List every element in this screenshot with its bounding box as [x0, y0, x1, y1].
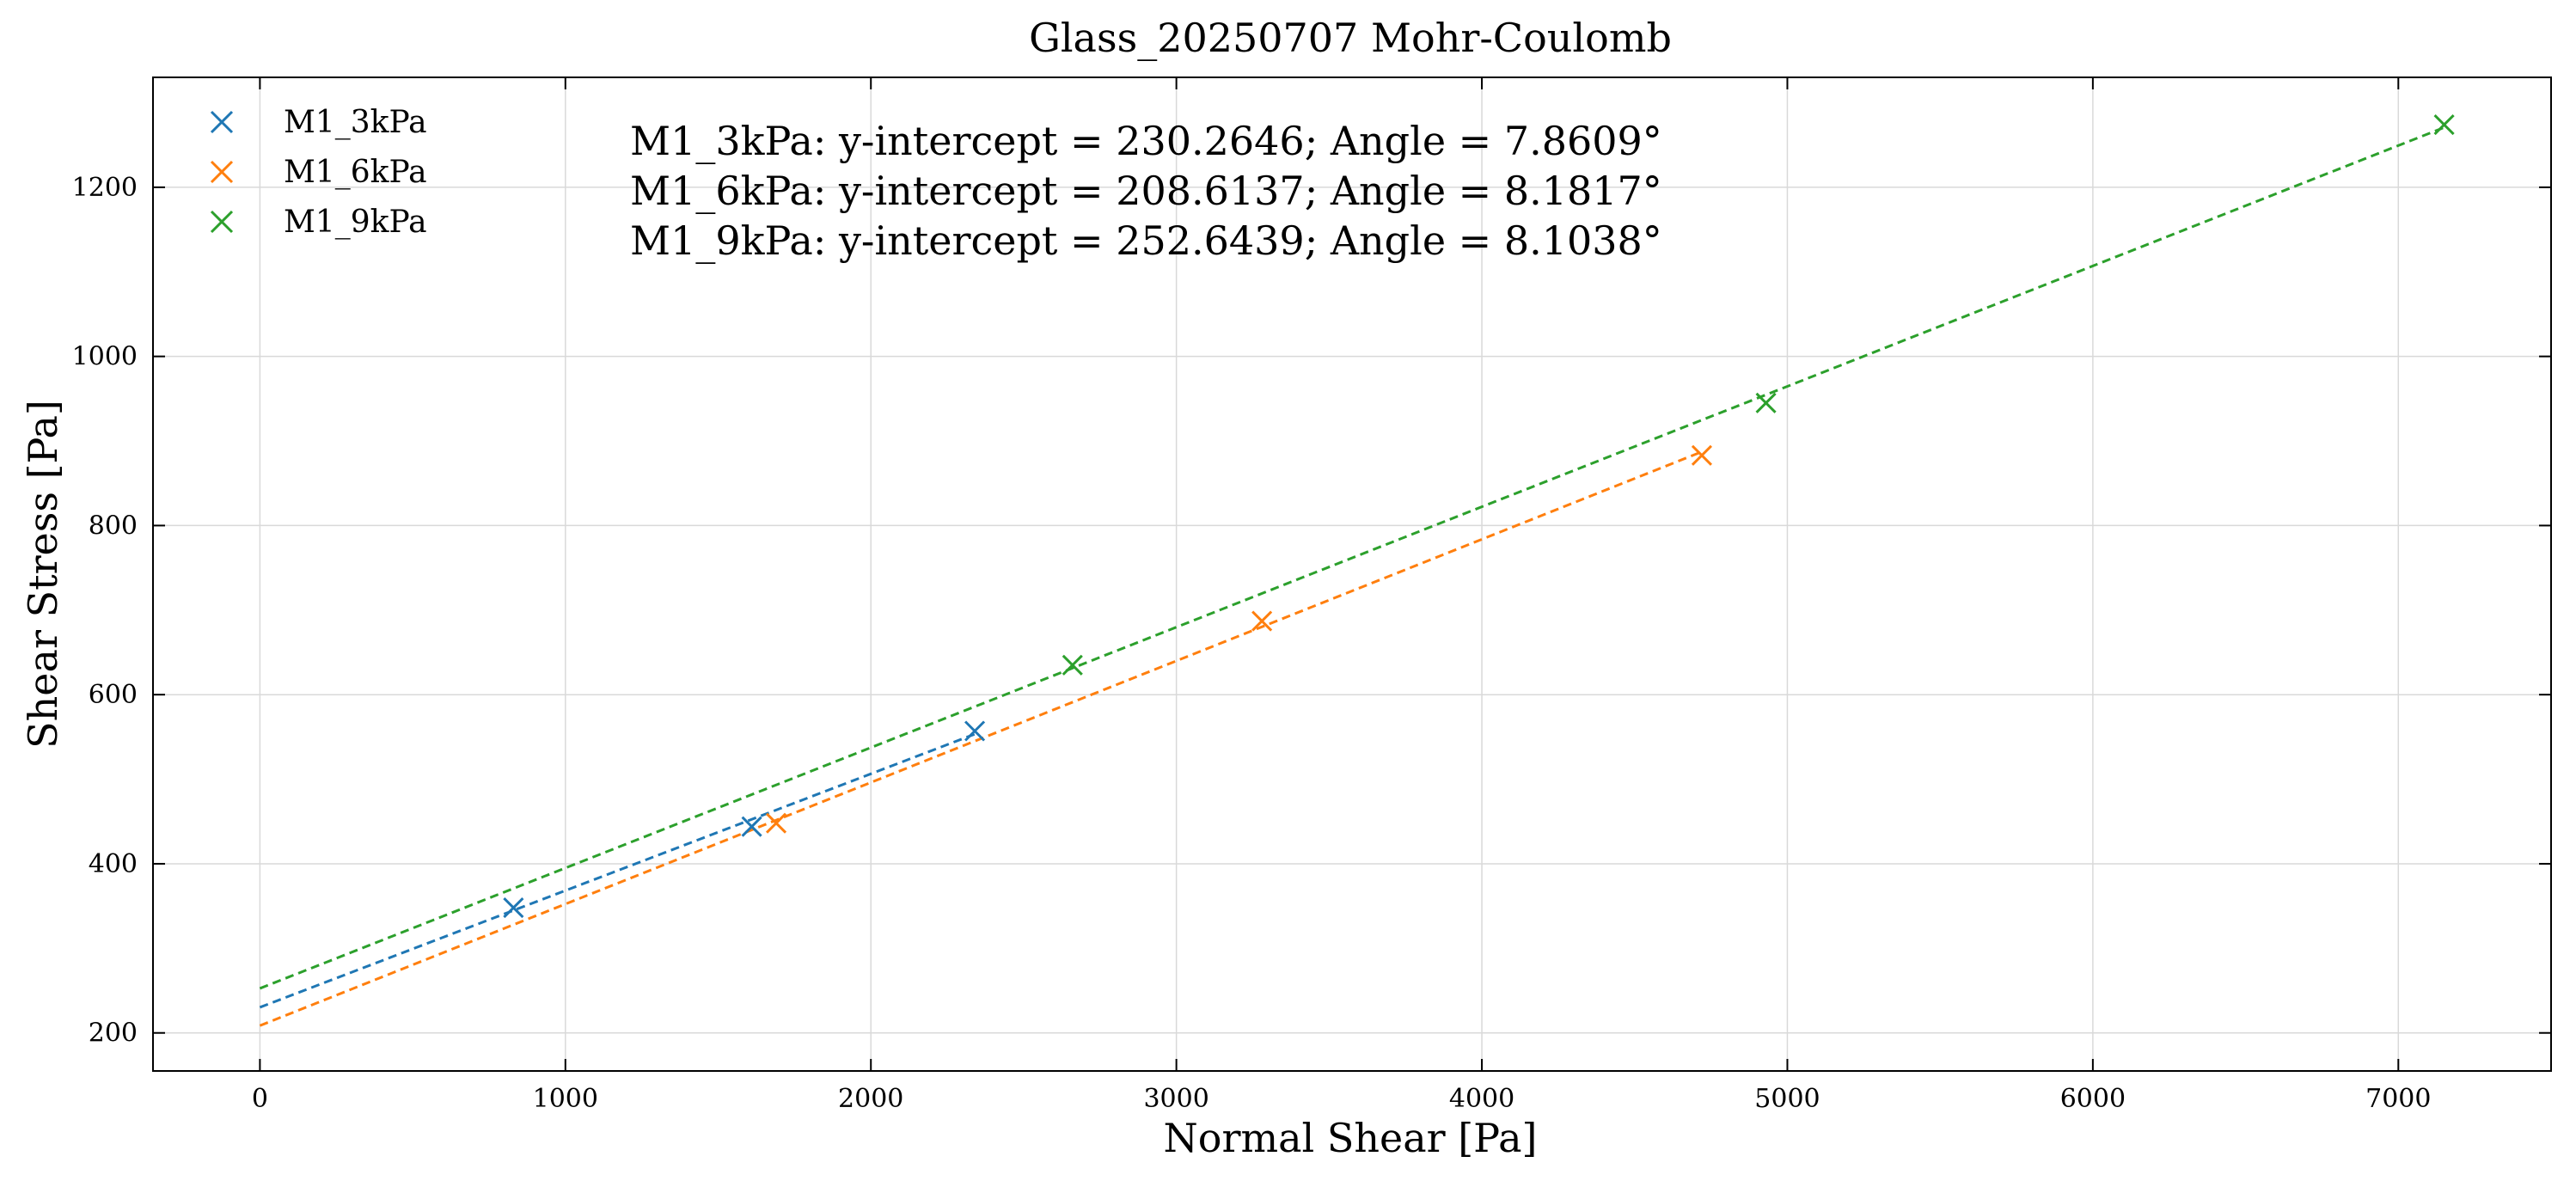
data-point	[2433, 114, 2455, 136]
x-tick-label: 1000	[533, 1084, 598, 1114]
y-tick-label: 800	[89, 511, 138, 541]
tick-labels: 0 1000 2000 3000 4000 5000 6000 7000 200 400 600 80…	[72, 173, 2432, 1114]
fit-line	[259, 125, 2445, 990]
y-tick-label: 400	[89, 849, 138, 879]
annotation-line: M1_3kPa: y-intercept = 230.2646; Angle =…	[630, 118, 1662, 164]
y-tick-label: 600	[89, 680, 138, 710]
legend-label: M1_6kPa	[284, 155, 427, 190]
chart-title: Glass_20250707 Mohr-Coulomb	[1029, 15, 1672, 61]
y-tick-label: 1000	[72, 342, 138, 372]
y-tick-label: 1200	[72, 173, 138, 203]
grid-lines	[153, 77, 2551, 1071]
x-tick-label: 5000	[1754, 1084, 1820, 1114]
y-tick-label: 200	[89, 1019, 138, 1049]
annotation-line: M1_6kPa: y-intercept = 208.6137; Angle =…	[630, 168, 1662, 214]
x-tick-label: 0	[252, 1084, 268, 1114]
x-tick-label: 7000	[2365, 1084, 2431, 1114]
data-point	[503, 897, 524, 919]
data-point	[765, 812, 787, 834]
data-point	[1251, 610, 1273, 632]
x-tick-label: 4000	[1449, 1084, 1514, 1114]
data-point	[964, 720, 986, 742]
fit-line	[259, 732, 976, 1009]
data-points	[503, 114, 2455, 919]
legend-marker	[210, 210, 234, 234]
plot-frame	[152, 76, 2552, 1072]
data-point	[1691, 444, 1713, 466]
data-point	[741, 816, 762, 837]
x-tick-label: 6000	[2060, 1084, 2126, 1114]
fit-annotations: M1_3kPa: y-intercept = 230.2646; Angle =…	[630, 118, 1662, 264]
legend-label: M1_3kPa	[284, 105, 427, 140]
legend-marker	[210, 110, 234, 134]
x-tick-label: 2000	[838, 1084, 903, 1114]
y-axis-label: Shear Stress [Pa]	[20, 400, 66, 749]
data-point	[1062, 654, 1083, 676]
x-tick-label: 3000	[1143, 1084, 1208, 1114]
legend-label: M1_9kPa	[284, 205, 427, 240]
x-axis-label: Normal Shear [Pa]	[1164, 1115, 1538, 1161]
axis-ticks	[153, 77, 2551, 1071]
data-point	[1755, 392, 1777, 413]
legend-marker	[210, 160, 234, 184]
legend: M1_3kPa M1_6kPa M1_9kPa	[210, 105, 427, 240]
annotation-line: M1_9kPa: y-intercept = 252.6439; Angle =…	[630, 217, 1662, 264]
